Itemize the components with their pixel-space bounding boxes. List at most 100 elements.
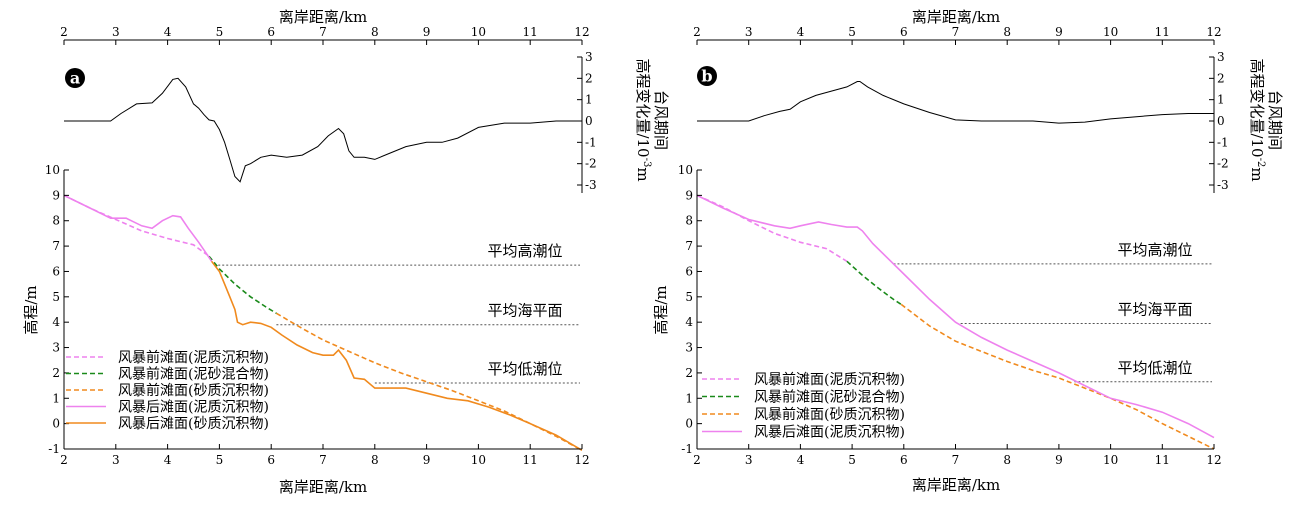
- x-tick-label: 3: [112, 453, 120, 467]
- legend: 风暴前滩面(泥质沉积物)风暴前滩面(泥砂混合物)风暴前滩面(砂质沉积物) 风暴后滩…: [702, 371, 905, 441]
- x-tick-label: 3: [745, 453, 753, 467]
- y-tick-label: 1: [685, 391, 693, 405]
- right-y-tick-label: -1: [585, 135, 597, 149]
- top-x-tick-label: 10: [1103, 25, 1118, 39]
- y-axis-label: 高程/m: [22, 285, 40, 334]
- panel-badge-a: a: [65, 68, 85, 88]
- y-tick-label: 9: [52, 188, 60, 202]
- series-line: [63, 194, 213, 262]
- x-tick-label: 11: [1155, 453, 1170, 467]
- right-y-tick-label: -3: [1217, 178, 1229, 192]
- legend-label: 风暴后滩面(泥质沉积物): [754, 425, 905, 441]
- y-tick-label: 2: [52, 366, 60, 380]
- series-line: [846, 260, 902, 306]
- panel-badge-a-label: a: [70, 69, 80, 88]
- y-tick-label: 10: [678, 163, 693, 177]
- y-tick-label: 0: [685, 417, 693, 431]
- x-tick-label: 10: [471, 453, 486, 467]
- top-x-tick-label: 11: [1155, 25, 1170, 39]
- panel-badge-b: b: [697, 66, 717, 86]
- top-x-tick-label: 9: [423, 25, 431, 39]
- reference-line-label: 平均高潮位: [1117, 241, 1192, 259]
- legend-label: 风暴后滩面(砂质沉积物): [118, 416, 269, 432]
- y-tick-label: 4: [685, 315, 693, 329]
- change-series: [64, 77, 582, 183]
- y-tick-label: 6: [685, 264, 693, 278]
- top-x-tick-label: 8: [371, 25, 379, 39]
- right-y-tick-label: 0: [1217, 114, 1225, 128]
- x-tick-label: 12: [574, 453, 589, 467]
- top-x-tick-label: 11: [523, 25, 538, 39]
- right-y-label-unit: m: [634, 167, 652, 181]
- y-tick-label: 9: [685, 188, 693, 202]
- right-y-label-line2: 高程变化量/10-3m: [634, 58, 652, 181]
- y-tick-label: 4: [52, 315, 60, 329]
- right-y-tick-label: 3: [585, 50, 593, 64]
- right-y-tick-label: 3: [1217, 50, 1225, 64]
- right-y-label-text: 高程变化量/10: [634, 58, 652, 157]
- y-tick-label: 8: [685, 214, 693, 228]
- right-y-tick-label: -1: [1217, 135, 1229, 149]
- right-y-tick-label: 1: [1217, 93, 1225, 107]
- x-tick-label: 6: [267, 453, 275, 467]
- series-line: [696, 194, 848, 262]
- change-series-line: [64, 77, 582, 183]
- right-y-label-exp: -3: [641, 158, 652, 168]
- panel-badge-b-label: b: [701, 67, 712, 86]
- top-x-tick-label: 5: [216, 25, 224, 39]
- top-x-tick-label: 12: [574, 25, 589, 39]
- bottom-x-axis-label: 离岸距离/km: [912, 476, 1000, 494]
- x-tick-label: 9: [1055, 453, 1063, 467]
- bottom-x-axis-label: 离岸距离/km: [279, 478, 367, 496]
- reference-line-label: 平均低潮位: [487, 360, 562, 378]
- right-y-tick-label: 1: [585, 93, 593, 107]
- y-tick-label: 7: [52, 239, 60, 253]
- legend-label: 风暴前滩面(砂质沉积物): [118, 382, 269, 399]
- y-tick-label: 2: [685, 366, 693, 380]
- y-tick-label: -1: [48, 442, 60, 456]
- top-x-ticks: 2 3 4 5 6 7 8 9 10 11 12: [60, 25, 590, 45]
- legend-label: 风暴前滩面(泥砂混合物): [118, 366, 269, 383]
- series-line: [210, 260, 583, 451]
- reference-line-label: 平均海平面: [1117, 300, 1192, 318]
- x-tick-label: 11: [523, 453, 538, 467]
- series-line: [900, 303, 1215, 450]
- top-x-tick-label: 7: [319, 25, 327, 39]
- right-y-tick-label: 2: [585, 71, 593, 85]
- y-tick-label: 3: [685, 341, 693, 355]
- y-tick-label: 7: [685, 239, 693, 253]
- x-tick-label: 4: [797, 453, 805, 467]
- y-tick-label: 6: [52, 264, 60, 278]
- top-x-tick-label: 4: [797, 25, 805, 39]
- legend-label: 风暴前滩面(泥质沉积物): [118, 349, 269, 366]
- legend-label: 风暴前滩面(砂质沉积物): [754, 406, 905, 423]
- right-y-label-exp: -2: [1255, 158, 1266, 168]
- y-axis-label: 高程/m: [652, 285, 670, 334]
- x-tick-label: 7: [319, 453, 327, 467]
- y-tick-label: -1: [681, 442, 693, 456]
- top-x-tick-label: 2: [60, 25, 68, 39]
- right-y-tick-label: 0: [585, 114, 593, 128]
- reference-line-label: 平均高潮位: [487, 242, 562, 260]
- legend-label: 风暴前滩面(泥砂混合物): [754, 389, 905, 406]
- x-tick-label: 2: [60, 453, 68, 467]
- top-x-tick-label: 4: [164, 25, 172, 39]
- top-x-tick-label: 3: [745, 25, 753, 39]
- x-tick-label: 6: [900, 453, 908, 467]
- top-x-tick-label: 8: [1003, 25, 1011, 39]
- right-y-ticks: -3 -2 -1 0 1 2 3: [577, 50, 597, 193]
- top-x-tick-label: 7: [952, 25, 960, 39]
- right-y-axis-label-b: 台风期间 高程变化量/10-2m: [1248, 58, 1284, 181]
- legend: 风暴前滩面(泥质沉积物)风暴前滩面(泥砂混合物)风暴前滩面(砂质沉积物) 风暴后滩…: [66, 349, 269, 432]
- right-y-tick-label: -2: [585, 157, 597, 171]
- change-series: [697, 81, 1214, 124]
- legend-label: 风暴前滩面(泥质沉积物): [754, 371, 905, 388]
- reference-line-label: 平均低潮位: [1117, 359, 1192, 377]
- top-x-tick-label: 12: [1206, 25, 1221, 39]
- series-line: [696, 194, 1215, 439]
